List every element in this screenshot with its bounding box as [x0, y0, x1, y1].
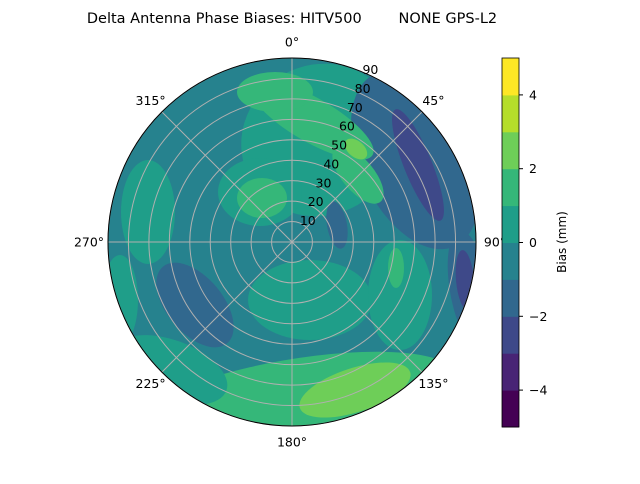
theta-gridline: [161, 111, 293, 243]
theta-tick-label: 45°: [422, 93, 444, 108]
contour-region: [299, 362, 411, 418]
contour-region: [392, 109, 444, 221]
colorbar: 4 2 0 −2 −4: [501, 57, 547, 428]
colorbar-band: [502, 279, 519, 317]
theta-tick-label: 315°: [136, 93, 166, 108]
contour-region: [332, 146, 384, 204]
contour-region: [108, 255, 138, 345]
r-tick-label: 50: [331, 138, 347, 153]
contour-region: [388, 248, 404, 288]
colorbar-tick-label: 4: [529, 87, 537, 102]
colorbar-tick-label: 2: [529, 161, 537, 176]
colorbar-band: [502, 205, 519, 243]
theta-tick-label: 225°: [136, 376, 166, 391]
r-tick-label: 90: [362, 62, 378, 77]
colorbar-band: [502, 58, 519, 96]
contour-region: [121, 160, 175, 264]
theta-tick-label: 0°: [285, 35, 299, 50]
colorbar-band: [502, 131, 519, 170]
r-tick-label: 10: [300, 213, 316, 228]
contour-region: [344, 138, 368, 160]
r-tick-label: 30: [316, 175, 332, 190]
theta-tick-label: 270°: [74, 235, 104, 250]
contour-region: [248, 260, 372, 340]
theta-tick-label: 135°: [418, 376, 448, 391]
colorbar-band: [502, 353, 519, 391]
colorbar-tick-label: −4: [529, 383, 547, 398]
colorbar-band: [502, 390, 519, 428]
theta-tick-label: 180°: [277, 435, 307, 450]
theta-gridline: [161, 241, 293, 373]
r-tick-label: 70: [347, 100, 363, 115]
colorbar-tick-label: −2: [529, 309, 547, 324]
r-tick-label: 60: [339, 119, 355, 134]
r-tick-label: 20: [308, 194, 324, 209]
r-tick-label: 40: [323, 156, 339, 171]
colorbar-label: Bias (mm): [555, 211, 569, 273]
chart-title: Delta Antenna Phase Biases: HITV500 NONE…: [87, 11, 497, 27]
contour-region: [326, 201, 348, 249]
r-tick-label: 80: [355, 81, 371, 96]
contour-region: [156, 262, 234, 348]
polar-grid: [107, 57, 477, 427]
colorbar-band: [502, 168, 519, 207]
colorbar-band: [502, 242, 519, 280]
colorbar-tick-label: 0: [529, 235, 537, 250]
contour-region: [237, 178, 287, 218]
colorbar-band: [502, 316, 519, 354]
theta-gridline: [291, 241, 423, 373]
theta-gridline: [291, 111, 423, 243]
theta-tick-label: 90°: [484, 235, 506, 250]
polar-frame: [107, 57, 477, 427]
colorbar-band: [502, 94, 519, 133]
